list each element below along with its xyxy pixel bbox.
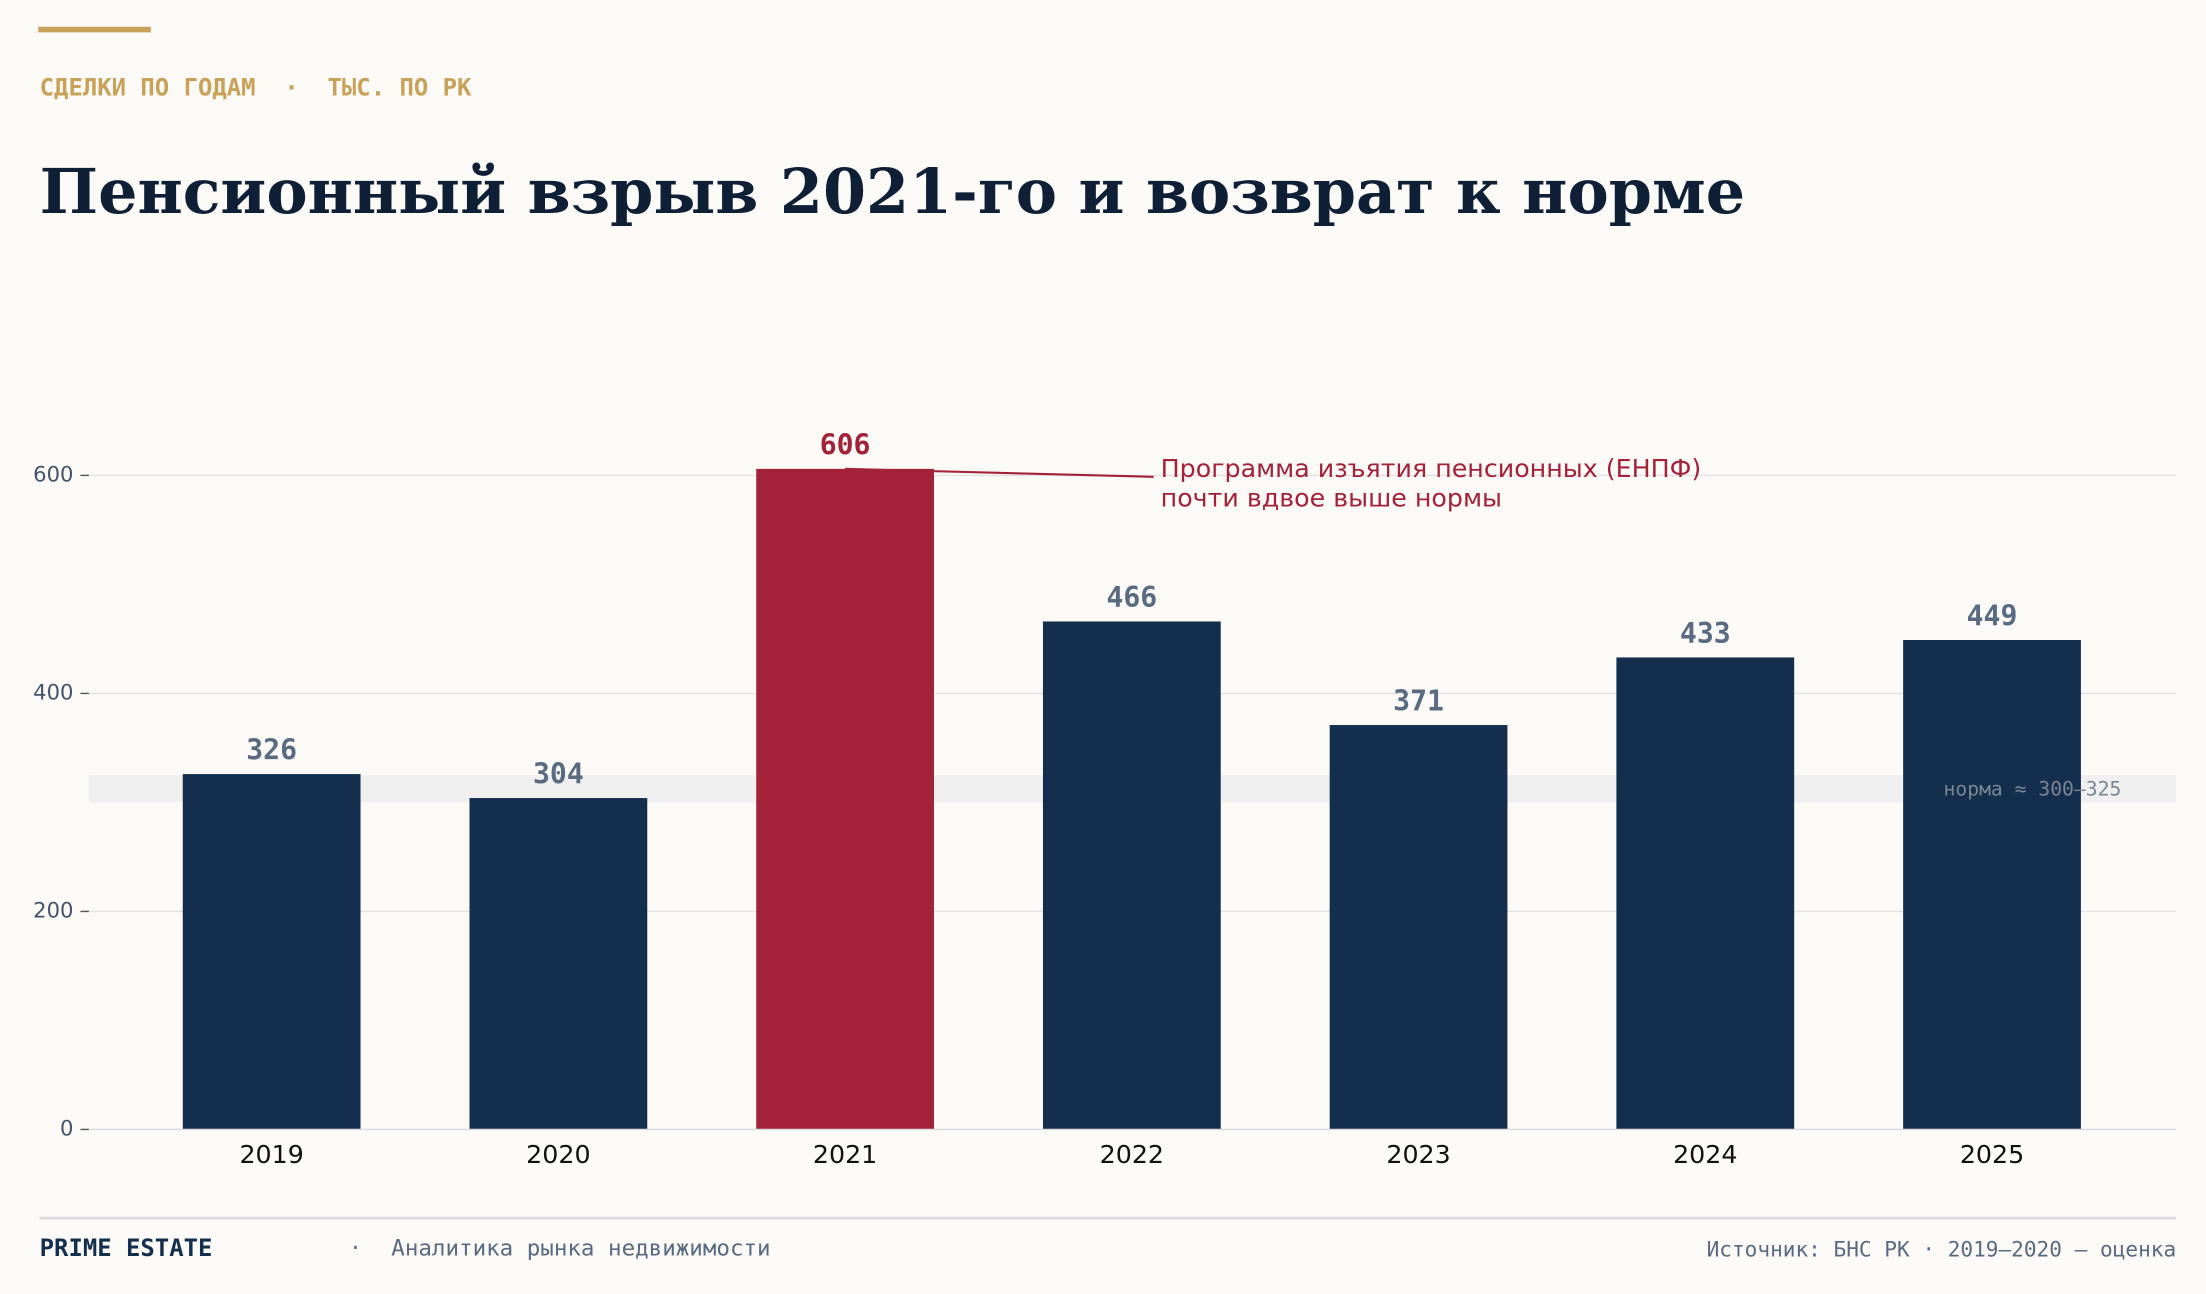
x-tick-label: 2020 <box>526 1140 590 1169</box>
value-label: 371 <box>1393 685 1444 718</box>
x-tick-label: 2024 <box>1673 1140 1737 1169</box>
x-tick-label: 2023 <box>1386 1140 1450 1169</box>
bar <box>1042 621 1221 1130</box>
x-tick-label: 2025 <box>1960 1140 2024 1169</box>
annotation-line <box>845 467 1154 478</box>
bar <box>1903 640 2081 1130</box>
band-label: норма ≈ 300–325 <box>1944 778 2122 801</box>
value-label: 466 <box>1106 581 1157 614</box>
x-tick-label: 2021 <box>813 1140 877 1169</box>
source: Источник: БНС РК · 2019–2020 — оценка <box>1707 1236 2177 1261</box>
x-tick-label: 2022 <box>1100 1140 1164 1169</box>
value-label: 304 <box>533 758 584 791</box>
value-label: 449 <box>1967 599 2018 632</box>
value-label: 433 <box>1680 617 1731 650</box>
y-tick-label: 600 <box>33 461 73 486</box>
kicker: СДЕЛКИ ПО ГОДАМ · ТЫС. ПО РК <box>40 74 472 102</box>
bar <box>1329 725 1508 1130</box>
bar <box>469 798 648 1130</box>
bar <box>756 468 934 1130</box>
bar <box>182 774 361 1130</box>
accent-bar <box>38 26 151 33</box>
value-label: 326 <box>246 734 297 767</box>
value-label: 606 <box>820 428 871 461</box>
y-tick-label: 400 <box>33 679 73 704</box>
annotation-text: Программа изъятия пенсионных (ЕНПФ) <box>1161 454 1702 483</box>
y-tick-label: 200 <box>33 897 73 922</box>
separator: · <box>349 1235 362 1260</box>
tagline: Аналитика рынка недвижимости <box>391 1235 770 1261</box>
y-tick-label: 0 <box>60 1115 73 1140</box>
bar <box>1616 657 1795 1130</box>
brand: PRIME ESTATE <box>40 1234 213 1262</box>
x-tick-label: 2019 <box>239 1140 303 1169</box>
annotation-text: почти вдвое выше нормы <box>1161 483 1502 512</box>
chart-title: Пенсионный взрыв 2021-го и возврат к нор… <box>40 155 1745 228</box>
